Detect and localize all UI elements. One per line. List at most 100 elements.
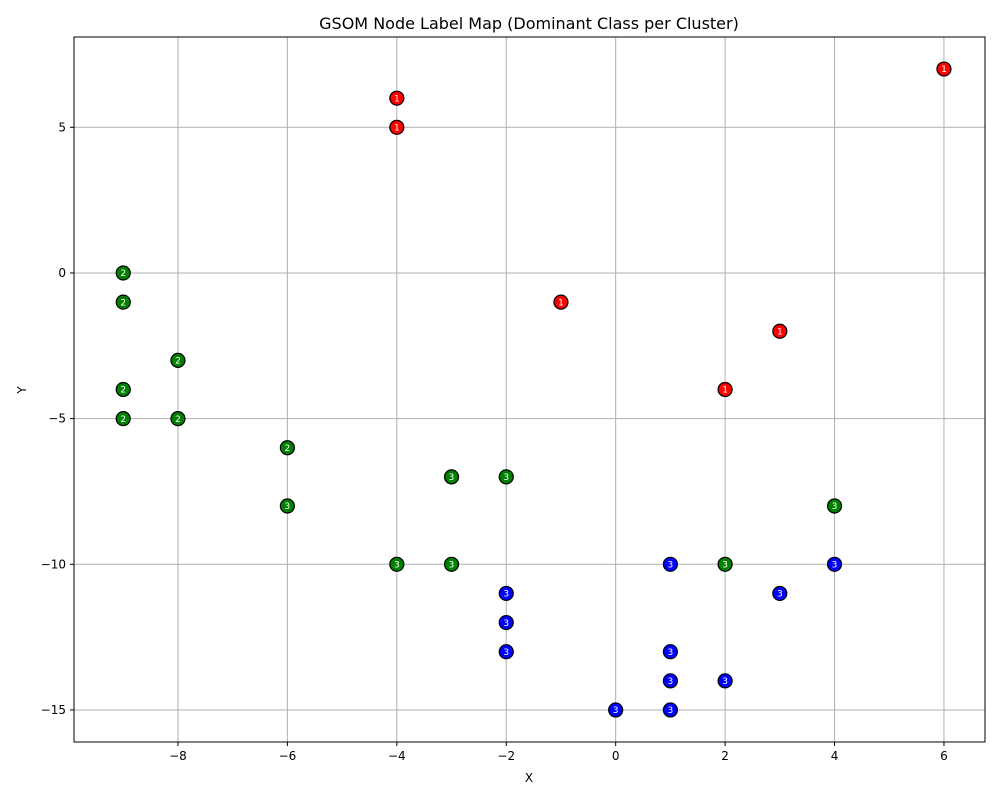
data-point: 3 bbox=[498, 585, 514, 602]
y-tick-label: −15 bbox=[41, 703, 66, 717]
data-point-marker bbox=[662, 673, 678, 689]
data-point-label: 3 bbox=[668, 706, 674, 716]
x-axis-label: X bbox=[525, 771, 533, 785]
data-point-label: 1 bbox=[722, 386, 728, 396]
data-point-marker bbox=[498, 614, 514, 631]
data-point-marker bbox=[279, 498, 295, 514]
data-point: 3 bbox=[443, 556, 460, 572]
data-point-marker bbox=[115, 381, 131, 398]
data-point-marker bbox=[498, 469, 514, 485]
data-point-label: 3 bbox=[777, 590, 783, 600]
y-tick-label: 0 bbox=[58, 266, 66, 280]
data-point-label: 3 bbox=[285, 502, 291, 512]
data-point-marker bbox=[170, 411, 186, 427]
y-tick-label: 5 bbox=[58, 120, 66, 134]
data-point-marker bbox=[389, 556, 405, 572]
data-point-marker bbox=[389, 90, 405, 106]
data-point-marker bbox=[115, 294, 131, 310]
y-tick-label: −5 bbox=[48, 412, 66, 426]
data-point-marker bbox=[115, 411, 131, 427]
data-point-label: 3 bbox=[832, 560, 838, 570]
data-point-label: 1 bbox=[941, 65, 947, 75]
data-point-marker bbox=[826, 498, 843, 514]
data-point: 3 bbox=[717, 556, 733, 572]
data-point-label: 2 bbox=[120, 386, 126, 396]
data-point-marker bbox=[717, 556, 733, 572]
data-point: 2 bbox=[170, 411, 186, 427]
data-point-marker bbox=[772, 323, 788, 339]
data-point-label: 3 bbox=[668, 560, 674, 570]
data-point-marker bbox=[608, 702, 624, 718]
data-points: 1 1 1 1 1 1 2 2 2 2 2 2 2 3 3 3 3 3 3 3 3 3 3 3 3 3 3 3 3 3 3 bbox=[115, 61, 952, 718]
data-point: 1 bbox=[936, 61, 952, 77]
data-point: 1 bbox=[389, 90, 405, 106]
data-point: 3 bbox=[279, 498, 295, 514]
x-tick-label: 2 bbox=[721, 749, 729, 763]
x-axis-ticks: −8 −6 −4 −2 0 2 4 6 bbox=[169, 742, 948, 763]
data-point: 1 bbox=[553, 294, 569, 310]
data-point: 3 bbox=[662, 556, 678, 572]
data-point-marker bbox=[662, 702, 678, 718]
data-point-label: 1 bbox=[777, 327, 783, 337]
data-point-marker bbox=[936, 61, 952, 77]
data-point: 2 bbox=[115, 411, 131, 427]
data-point-label: 3 bbox=[449, 560, 455, 570]
data-point-label: 3 bbox=[503, 648, 509, 658]
x-tick-label: 4 bbox=[831, 749, 839, 763]
data-point-marker bbox=[717, 381, 733, 398]
data-point: 2 bbox=[115, 294, 131, 310]
data-point-label: 3 bbox=[503, 590, 509, 600]
data-point-marker bbox=[498, 585, 514, 602]
chart-title: GSOM Node Label Map (Dominant Class per … bbox=[319, 14, 739, 33]
data-point-marker bbox=[389, 119, 405, 135]
data-point-label: 3 bbox=[394, 560, 400, 570]
x-tick-label: −2 bbox=[497, 749, 515, 763]
data-point-label: 3 bbox=[613, 706, 619, 716]
data-point: 3 bbox=[772, 585, 788, 602]
data-point-label: 3 bbox=[449, 473, 455, 483]
data-point-label: 2 bbox=[120, 298, 126, 308]
data-point-marker bbox=[772, 585, 788, 602]
data-point-marker bbox=[553, 294, 569, 310]
data-point: 2 bbox=[115, 381, 131, 398]
data-point: 3 bbox=[608, 702, 624, 718]
data-point: 3 bbox=[826, 556, 843, 572]
data-point-label: 3 bbox=[722, 560, 728, 570]
data-point: 1 bbox=[717, 381, 733, 398]
data-point: 1 bbox=[772, 323, 788, 339]
data-point: 2 bbox=[279, 440, 295, 456]
data-point-marker bbox=[662, 644, 678, 660]
data-point: 3 bbox=[498, 614, 514, 631]
data-point: 2 bbox=[170, 352, 186, 368]
data-point-label: 3 bbox=[668, 648, 674, 658]
y-axis-label: Y bbox=[15, 386, 29, 395]
data-point-marker bbox=[826, 556, 843, 572]
data-point-label: 2 bbox=[120, 415, 126, 425]
data-point: 3 bbox=[389, 556, 405, 572]
data-point: 1 bbox=[389, 119, 405, 135]
data-point-marker bbox=[662, 556, 678, 572]
x-tick-label: −8 bbox=[169, 749, 187, 763]
data-point-label: 3 bbox=[503, 619, 509, 629]
x-tick-label: −4 bbox=[388, 749, 406, 763]
data-point: 3 bbox=[443, 469, 460, 485]
x-tick-label: −6 bbox=[279, 749, 297, 763]
plot-frame bbox=[73, 36, 986, 743]
y-axis-ticks: −15 −10 −5 0 5 bbox=[41, 120, 74, 717]
data-point-label: 2 bbox=[285, 444, 291, 454]
data-point-marker bbox=[717, 673, 733, 689]
y-tick-label: −10 bbox=[41, 557, 66, 571]
data-point-marker bbox=[443, 556, 460, 572]
data-point: 3 bbox=[717, 673, 733, 689]
data-point: 3 bbox=[826, 498, 843, 514]
data-point: 3 bbox=[662, 702, 678, 718]
data-point-marker bbox=[498, 644, 514, 660]
data-point-label: 1 bbox=[394, 94, 400, 104]
data-point-label: 3 bbox=[668, 677, 674, 687]
data-point-marker bbox=[115, 265, 131, 281]
data-point-label: 3 bbox=[722, 677, 728, 687]
x-tick-label: 0 bbox=[612, 749, 620, 763]
data-point-label: 1 bbox=[394, 124, 400, 134]
